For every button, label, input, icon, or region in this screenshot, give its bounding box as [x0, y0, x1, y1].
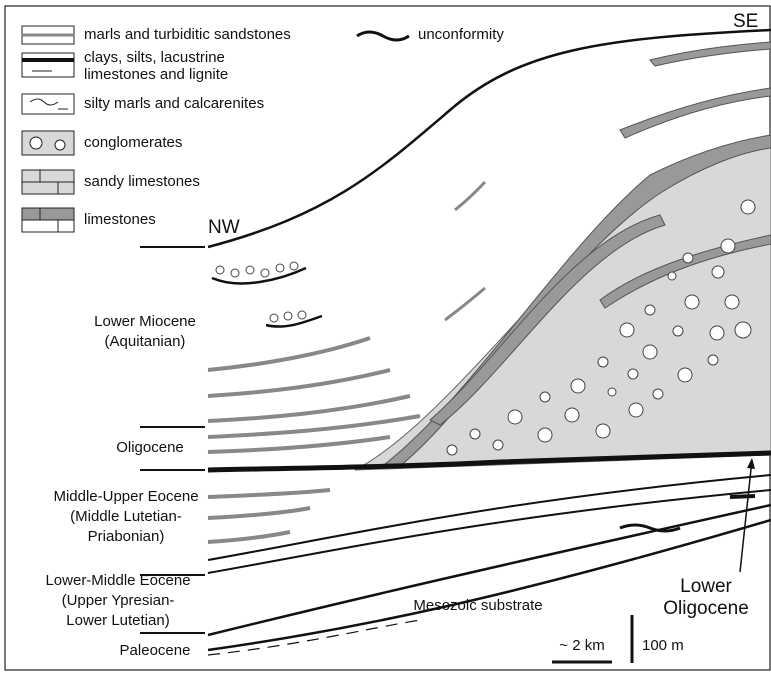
strat-label: Middle-Upper Eocene	[53, 488, 198, 505]
strat-label: Lower Lutetian)	[66, 612, 169, 629]
strat-label: Oligocene	[116, 439, 184, 456]
legend-label: silty marls and calcarenites	[84, 95, 264, 112]
strat-label: Lower-Middle Eocene	[45, 572, 190, 589]
legend-label: clays, silts, lacustrine	[84, 49, 225, 66]
strat-label: (Upper Ypresian-	[62, 592, 175, 609]
legend-label: unconformity	[418, 26, 504, 43]
strat-label: (Middle Lutetian-	[70, 508, 182, 525]
scale-horizontal: ~ 2 km	[559, 637, 604, 654]
legend-label: marls and turbiditic sandstones	[84, 26, 291, 43]
nw-label: NW	[208, 217, 240, 238]
legend-label: conglomerates	[84, 134, 182, 151]
mesozoic-label: Mesozoic substrate	[413, 597, 542, 614]
lower-oligocene-label: Oligocene	[663, 598, 749, 619]
legend-label: limestones and lignite	[84, 66, 228, 83]
legend-label: sandy limestones	[84, 173, 200, 190]
scale-vertical: 100 m	[642, 637, 684, 654]
strat-label: Priabonian)	[88, 528, 165, 545]
strat-label: Paleocene	[120, 642, 191, 659]
legend-label: limestones	[84, 211, 156, 228]
lower-oligocene-label: Lower	[680, 576, 732, 597]
cross-section: marls and turbiditic sandstones clays, s…	[0, 0, 771, 674]
strat-label: Lower Miocene	[94, 313, 196, 330]
strat-label: (Aquitanian)	[105, 333, 186, 350]
se-label: SE	[733, 11, 758, 32]
